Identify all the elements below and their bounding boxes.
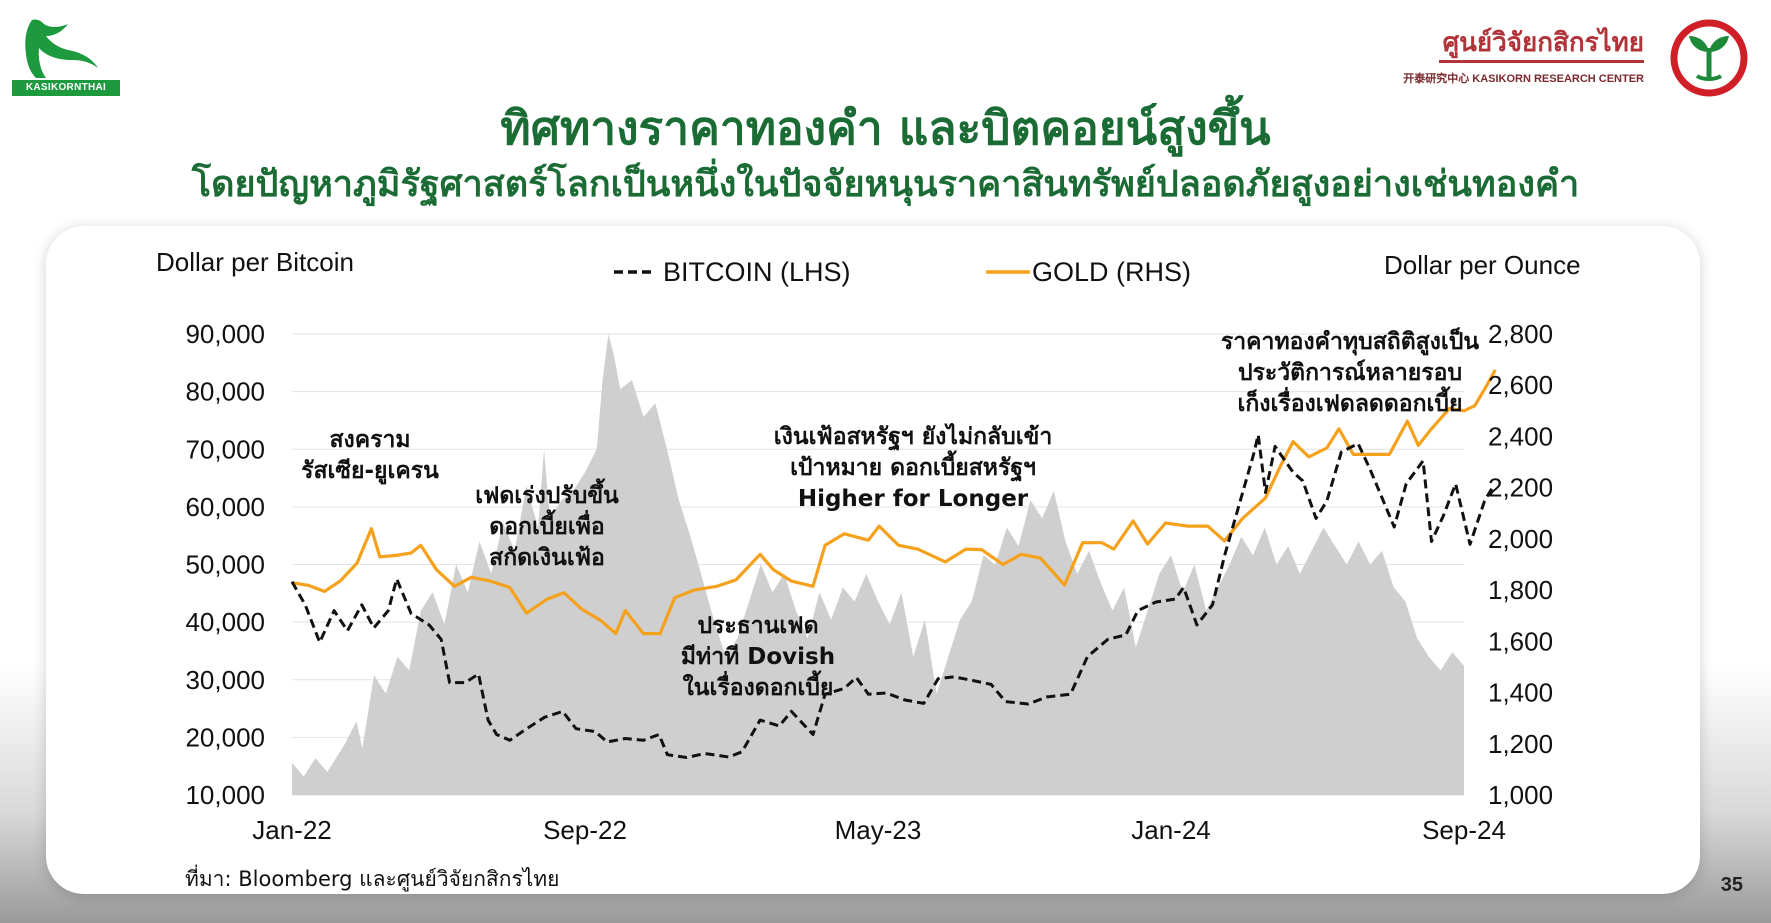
annotation-text: Higher for Longer bbox=[798, 486, 1029, 512]
left-tick-label: 90,000 bbox=[185, 319, 265, 349]
annotation-text: เก็งเรื่องเฟดลดดอกเบี้ย bbox=[1237, 386, 1462, 417]
annotation-text: สงคราม bbox=[329, 427, 410, 453]
annotation-text: รัสเซีย-ยูเครน bbox=[301, 458, 439, 485]
right-tick-label: 1,400 bbox=[1488, 678, 1553, 708]
research-center-divider bbox=[1439, 60, 1644, 63]
right-tick-label: 1,000 bbox=[1488, 780, 1553, 810]
annotation-text: เป้าหมาย ดอกเบี้ยสหรัฐฯ bbox=[790, 450, 1036, 482]
right-axis-ticks: 2,800 2,600 2,400 2,200 2,000 1,800 1,600 1,400… bbox=[1488, 319, 1553, 810]
left-tick-label: 70,000 bbox=[185, 434, 265, 464]
left-tick-label: 30,000 bbox=[185, 665, 265, 695]
annotation-text: ดอกเบี้ยเพื่อ bbox=[489, 509, 604, 540]
annotation-text: มีท่าที Dovish bbox=[681, 644, 835, 670]
price-area bbox=[292, 334, 1464, 795]
right-tick-label: 2,000 bbox=[1488, 524, 1553, 554]
right-axis-label: Dollar per Ounce bbox=[1384, 250, 1581, 280]
left-tick-label: 10,000 bbox=[185, 780, 265, 810]
left-axis-ticks: 90,000 80,000 70,000 60,000 50,000 40,000 30,0… bbox=[185, 319, 265, 810]
page-number: 35 bbox=[1720, 874, 1743, 896]
gold-series-line bbox=[291, 369, 1497, 636]
right-tick-label: 1,800 bbox=[1488, 575, 1553, 605]
x-tick-label: Sep-22 bbox=[543, 815, 627, 845]
kasikorn-research-logo: ศูนย์วิจัยกสิกรไทย 开泰研究中心 KASIKORN RESEA… bbox=[1403, 18, 1749, 98]
slide-subtitle: โดยปัญหาภูมิรัฐศาสตร์โลกเป็นหนึ่งในปัจจั… bbox=[191, 164, 1580, 205]
annotation-text: ประวัติการณ์หลายรอบ bbox=[1238, 359, 1462, 386]
right-tick-label: 2,800 bbox=[1488, 319, 1553, 349]
bitcoin-series-line bbox=[290, 433, 1495, 759]
kasikornthai-logo: KASIKORNTHAI bbox=[12, 14, 122, 100]
research-center-subtitle: 开泰研究中心 KASIKORN RESEARCH CENTER bbox=[1403, 73, 1644, 85]
right-tick-label: 2,400 bbox=[1488, 421, 1553, 451]
left-tick-label: 20,000 bbox=[185, 722, 265, 752]
x-axis-ticks: Jan-22 Sep-22 May-23 Jan-24 Sep-24 bbox=[252, 815, 1506, 845]
annotation-text: เฟดเร่งปรับขึ้น bbox=[475, 478, 619, 509]
right-tick-label: 2,200 bbox=[1488, 473, 1553, 503]
left-tick-label: 40,000 bbox=[185, 607, 265, 637]
left-axis-label: Dollar per Bitcoin bbox=[156, 247, 354, 277]
annotation-text: สกัดเงินเฟ้อ bbox=[489, 545, 605, 571]
right-tick-label: 2,600 bbox=[1488, 370, 1553, 400]
source-note: ที่มา: Bloomberg และศูนย์วิจัยกสิกรไทย bbox=[185, 864, 559, 892]
kasikornthai-brand-text: KASIKORNTHAI bbox=[12, 80, 120, 96]
right-tick-label: 1,600 bbox=[1488, 626, 1553, 656]
left-tick-label: 60,000 bbox=[185, 492, 265, 522]
slide-title: ทิศทางราคาทองคำ และบิตคอยน์สูงขึ้น bbox=[500, 101, 1271, 155]
left-tick-label: 50,000 bbox=[185, 550, 265, 580]
annotation-text: ในเรื่องดอกเบี้ย bbox=[683, 670, 834, 701]
kasikornthai-k-icon bbox=[25, 19, 98, 78]
legend: BITCOIN (LHS) GOLD (RHS) bbox=[614, 257, 1191, 287]
research-center-name: ศูนย์วิจัยกสิกรไทย bbox=[1442, 28, 1644, 58]
annotation-text: ราคาทองคำทุบสถิติสูงเป็น bbox=[1221, 326, 1479, 356]
annotations: สงครามรัสเซีย-ยูเครนเฟดเร่งปรับขึ้นดอกเบ… bbox=[301, 326, 1479, 701]
legend-gold-label: GOLD (RHS) bbox=[1032, 257, 1191, 287]
annotation-text: ประธานเฟด bbox=[697, 613, 818, 639]
left-tick-label: 80,000 bbox=[185, 377, 265, 407]
annotation-text: เงินเฟ้อสหรัฐฯ ยังไม่กลับเข้า bbox=[774, 422, 1053, 451]
x-tick-label: Jan-24 bbox=[1131, 815, 1211, 845]
x-tick-label: Sep-24 bbox=[1422, 815, 1506, 845]
right-tick-label: 1,200 bbox=[1488, 729, 1553, 759]
x-tick-label: Jan-22 bbox=[252, 815, 332, 845]
kasikorn-leaf-icon bbox=[1670, 19, 1748, 97]
legend-bitcoin-label: BITCOIN (LHS) bbox=[663, 257, 851, 287]
x-tick-label: May-23 bbox=[835, 815, 922, 845]
